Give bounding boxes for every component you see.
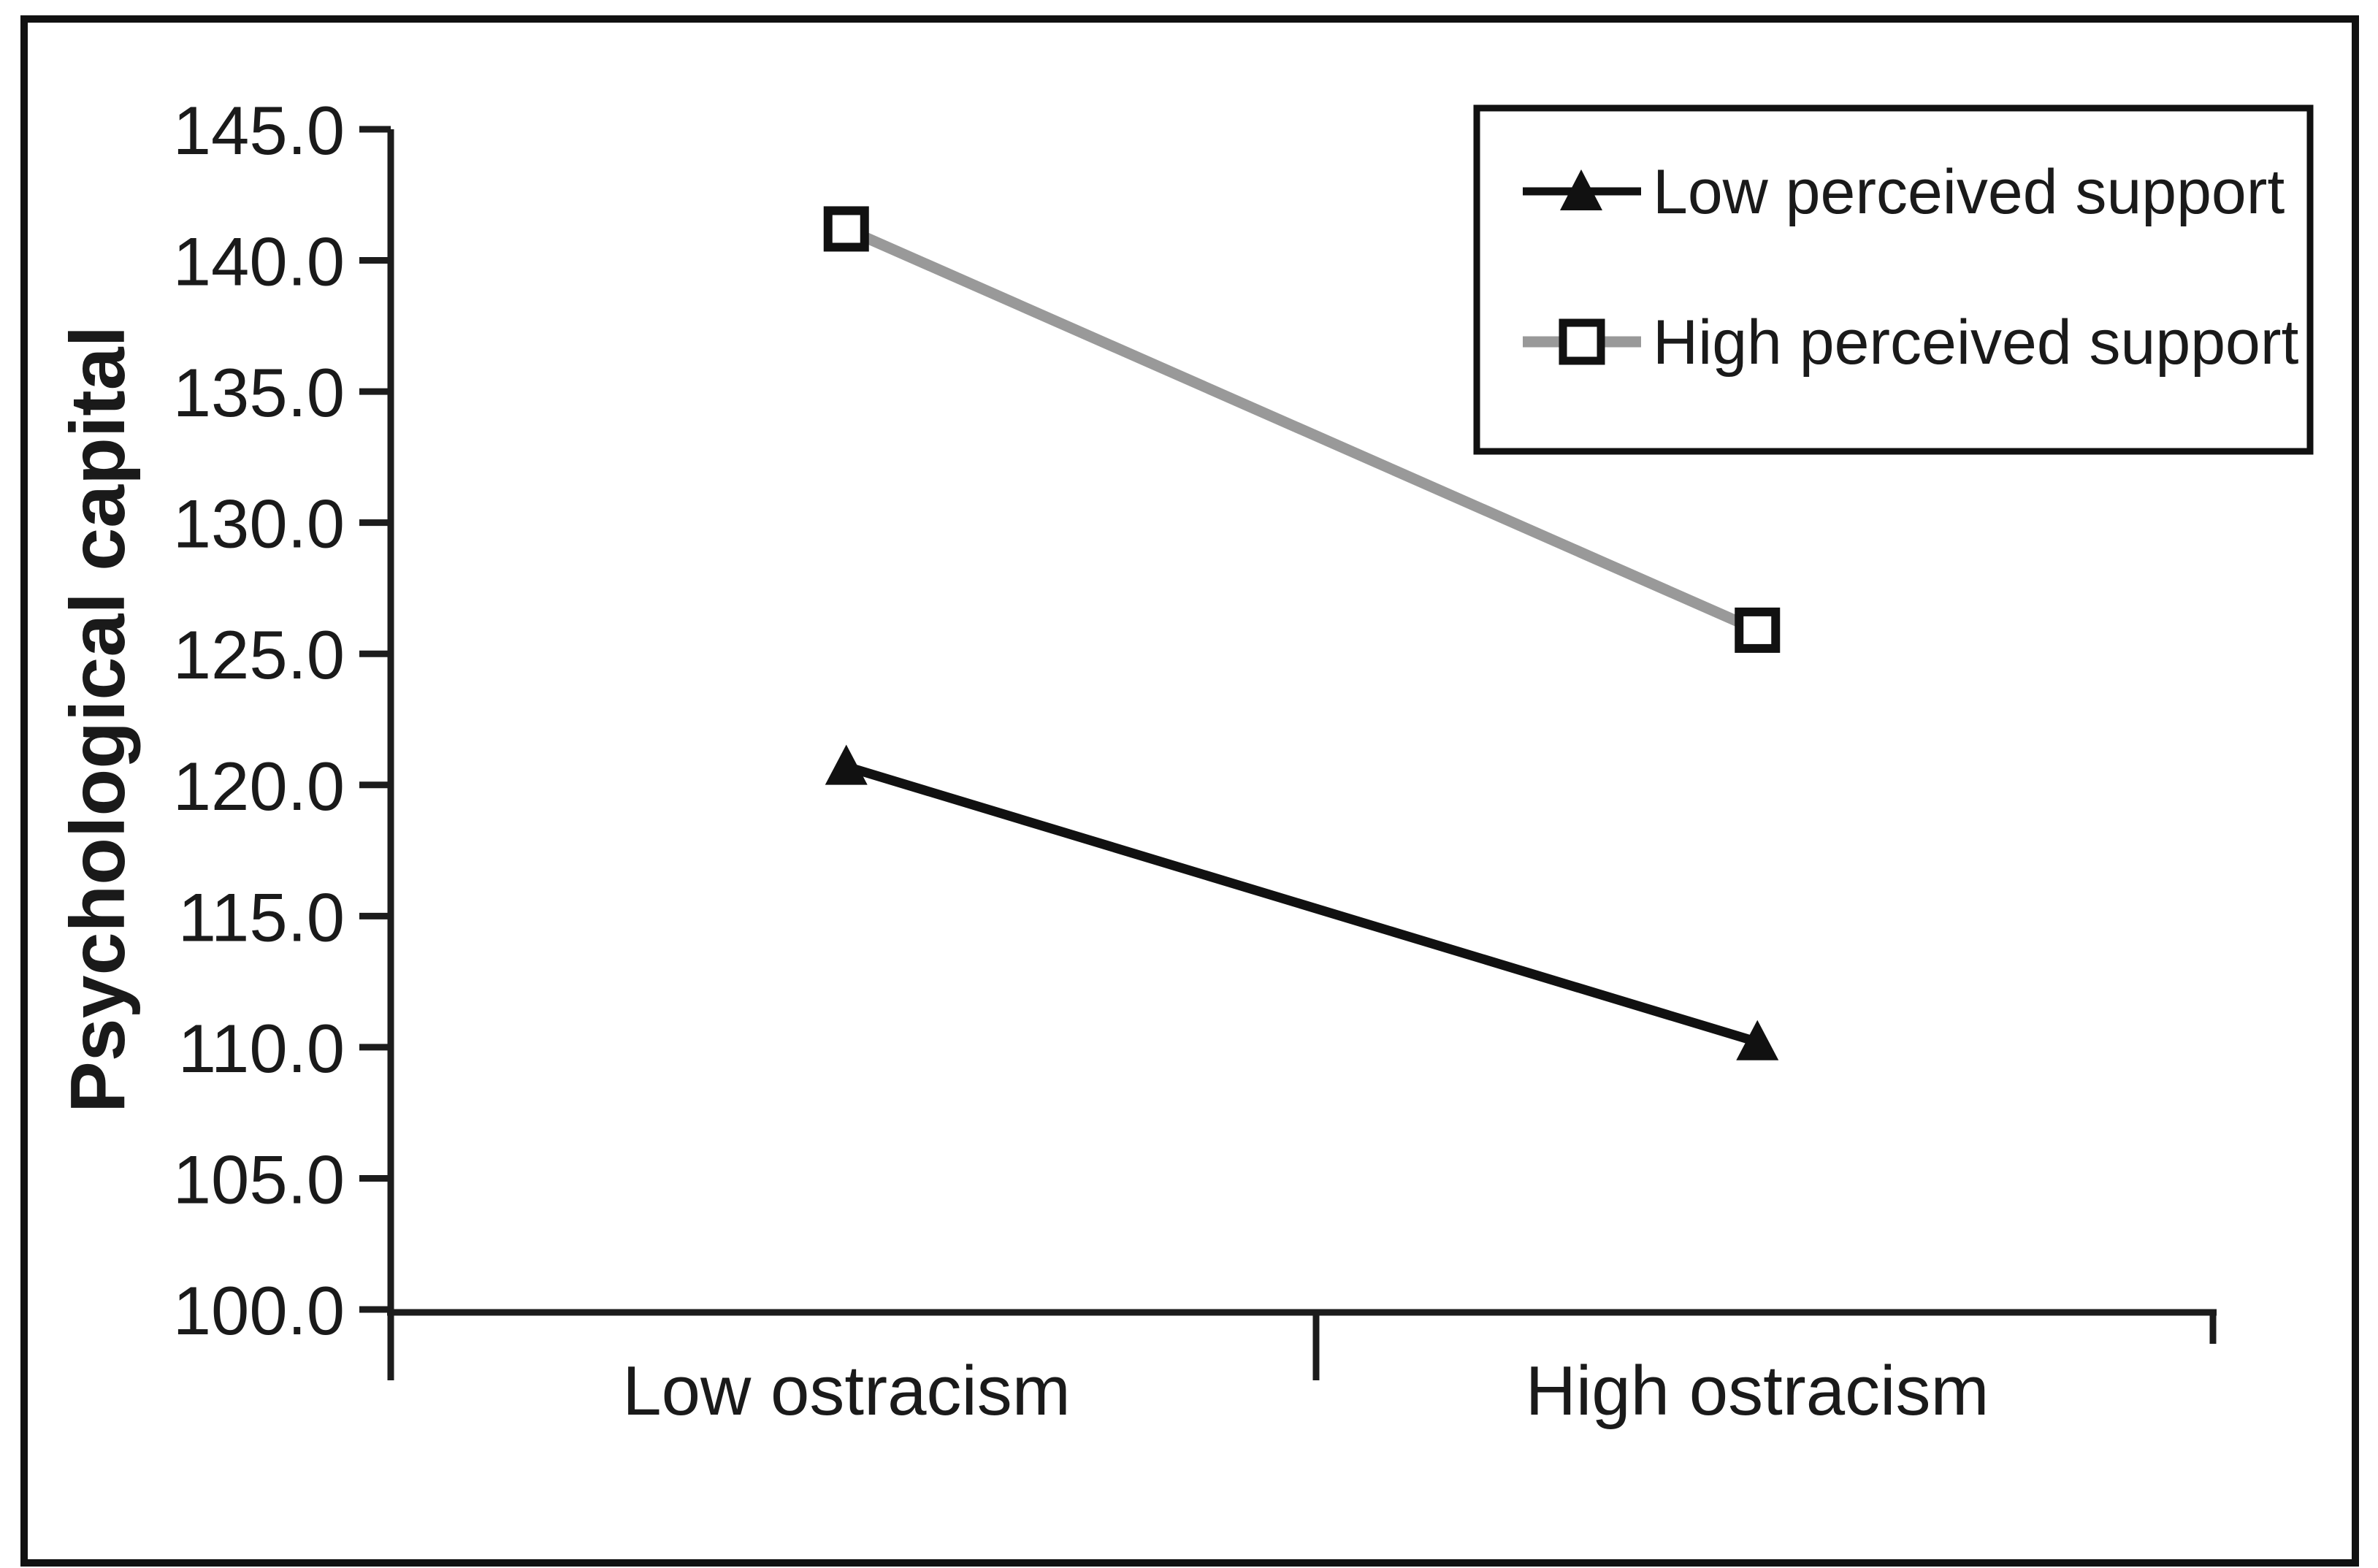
legend-entry-high-perceived-support: High perceived support [1523, 307, 2299, 378]
y-tick-label: 115.0 [178, 879, 345, 955]
y-tick-label: 135.0 [173, 354, 345, 431]
filled-triangle-marker [825, 744, 868, 785]
y-axis-ticks: 100.0 105.0 110.0 115.0 120.0 125.0 130.0 135.0… [173, 92, 391, 1349]
y-axis-title: Psychological capital [55, 326, 141, 1113]
open-square-marker [1735, 607, 1781, 653]
y-tick-label: 145.0 [173, 92, 345, 169]
x-category-label-high-ostracism: High ostracism [1526, 1352, 1989, 1430]
legend-box [1473, 104, 2314, 455]
legend: Low perceived support High perceived sup… [1473, 104, 2314, 455]
filled-triangle-marker [1736, 1020, 1779, 1060]
plot-series [823, 206, 1781, 1060]
open-square-icon [1559, 318, 1605, 365]
y-tick-label: 100.0 [173, 1272, 345, 1349]
legend-label-high-perceived-support: High perceived support [1653, 307, 2299, 378]
series-line-black [844, 762, 1759, 1047]
legend-entry-low-perceived-support: Low perceived support [1523, 157, 2285, 227]
legend-label-low-perceived-support: Low perceived support [1653, 157, 2285, 227]
y-tick-label: 130.0 [173, 486, 345, 562]
y-tick-label: 140.0 [173, 223, 345, 300]
x-category-label-low-ostracism: Low ostracism [622, 1352, 1071, 1430]
figure-border [20, 15, 2359, 1567]
open-square-marker [823, 206, 869, 252]
y-tick-label: 110.0 [178, 1010, 345, 1087]
filled-triangle-icon [1560, 169, 1602, 210]
y-tick-label: 125.0 [173, 616, 345, 693]
y-tick-label: 105.0 [173, 1141, 345, 1217]
series-line-gray [844, 223, 1760, 635]
y-tick-label: 120.0 [173, 748, 345, 825]
